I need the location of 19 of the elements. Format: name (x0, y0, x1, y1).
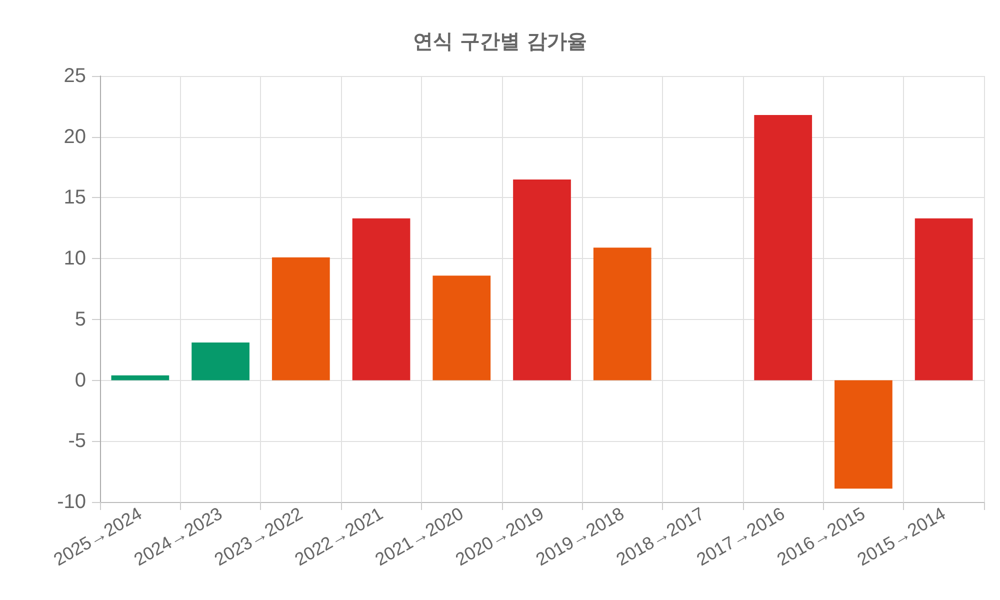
bar (111, 375, 170, 380)
bar (352, 218, 410, 380)
y-tick-label: 25 (64, 65, 86, 87)
bar (593, 248, 652, 380)
bar (192, 342, 250, 380)
bar (914, 218, 973, 380)
bar (432, 276, 491, 380)
bar (754, 114, 812, 380)
y-tick-label: 0 (74, 369, 86, 392)
y-tick-label: 20 (64, 126, 86, 148)
chart-title: 연식 구간별 감가율 (413, 29, 587, 53)
y-tick-label: 10 (64, 248, 86, 270)
bar (834, 380, 892, 489)
y-tick-label: 15 (64, 186, 86, 209)
y-tick-label: -5 (68, 430, 86, 452)
bar (513, 179, 571, 380)
y-tick-label: -10 (57, 491, 86, 513)
bar (272, 257, 330, 380)
y-tick-label: 5 (74, 308, 86, 330)
